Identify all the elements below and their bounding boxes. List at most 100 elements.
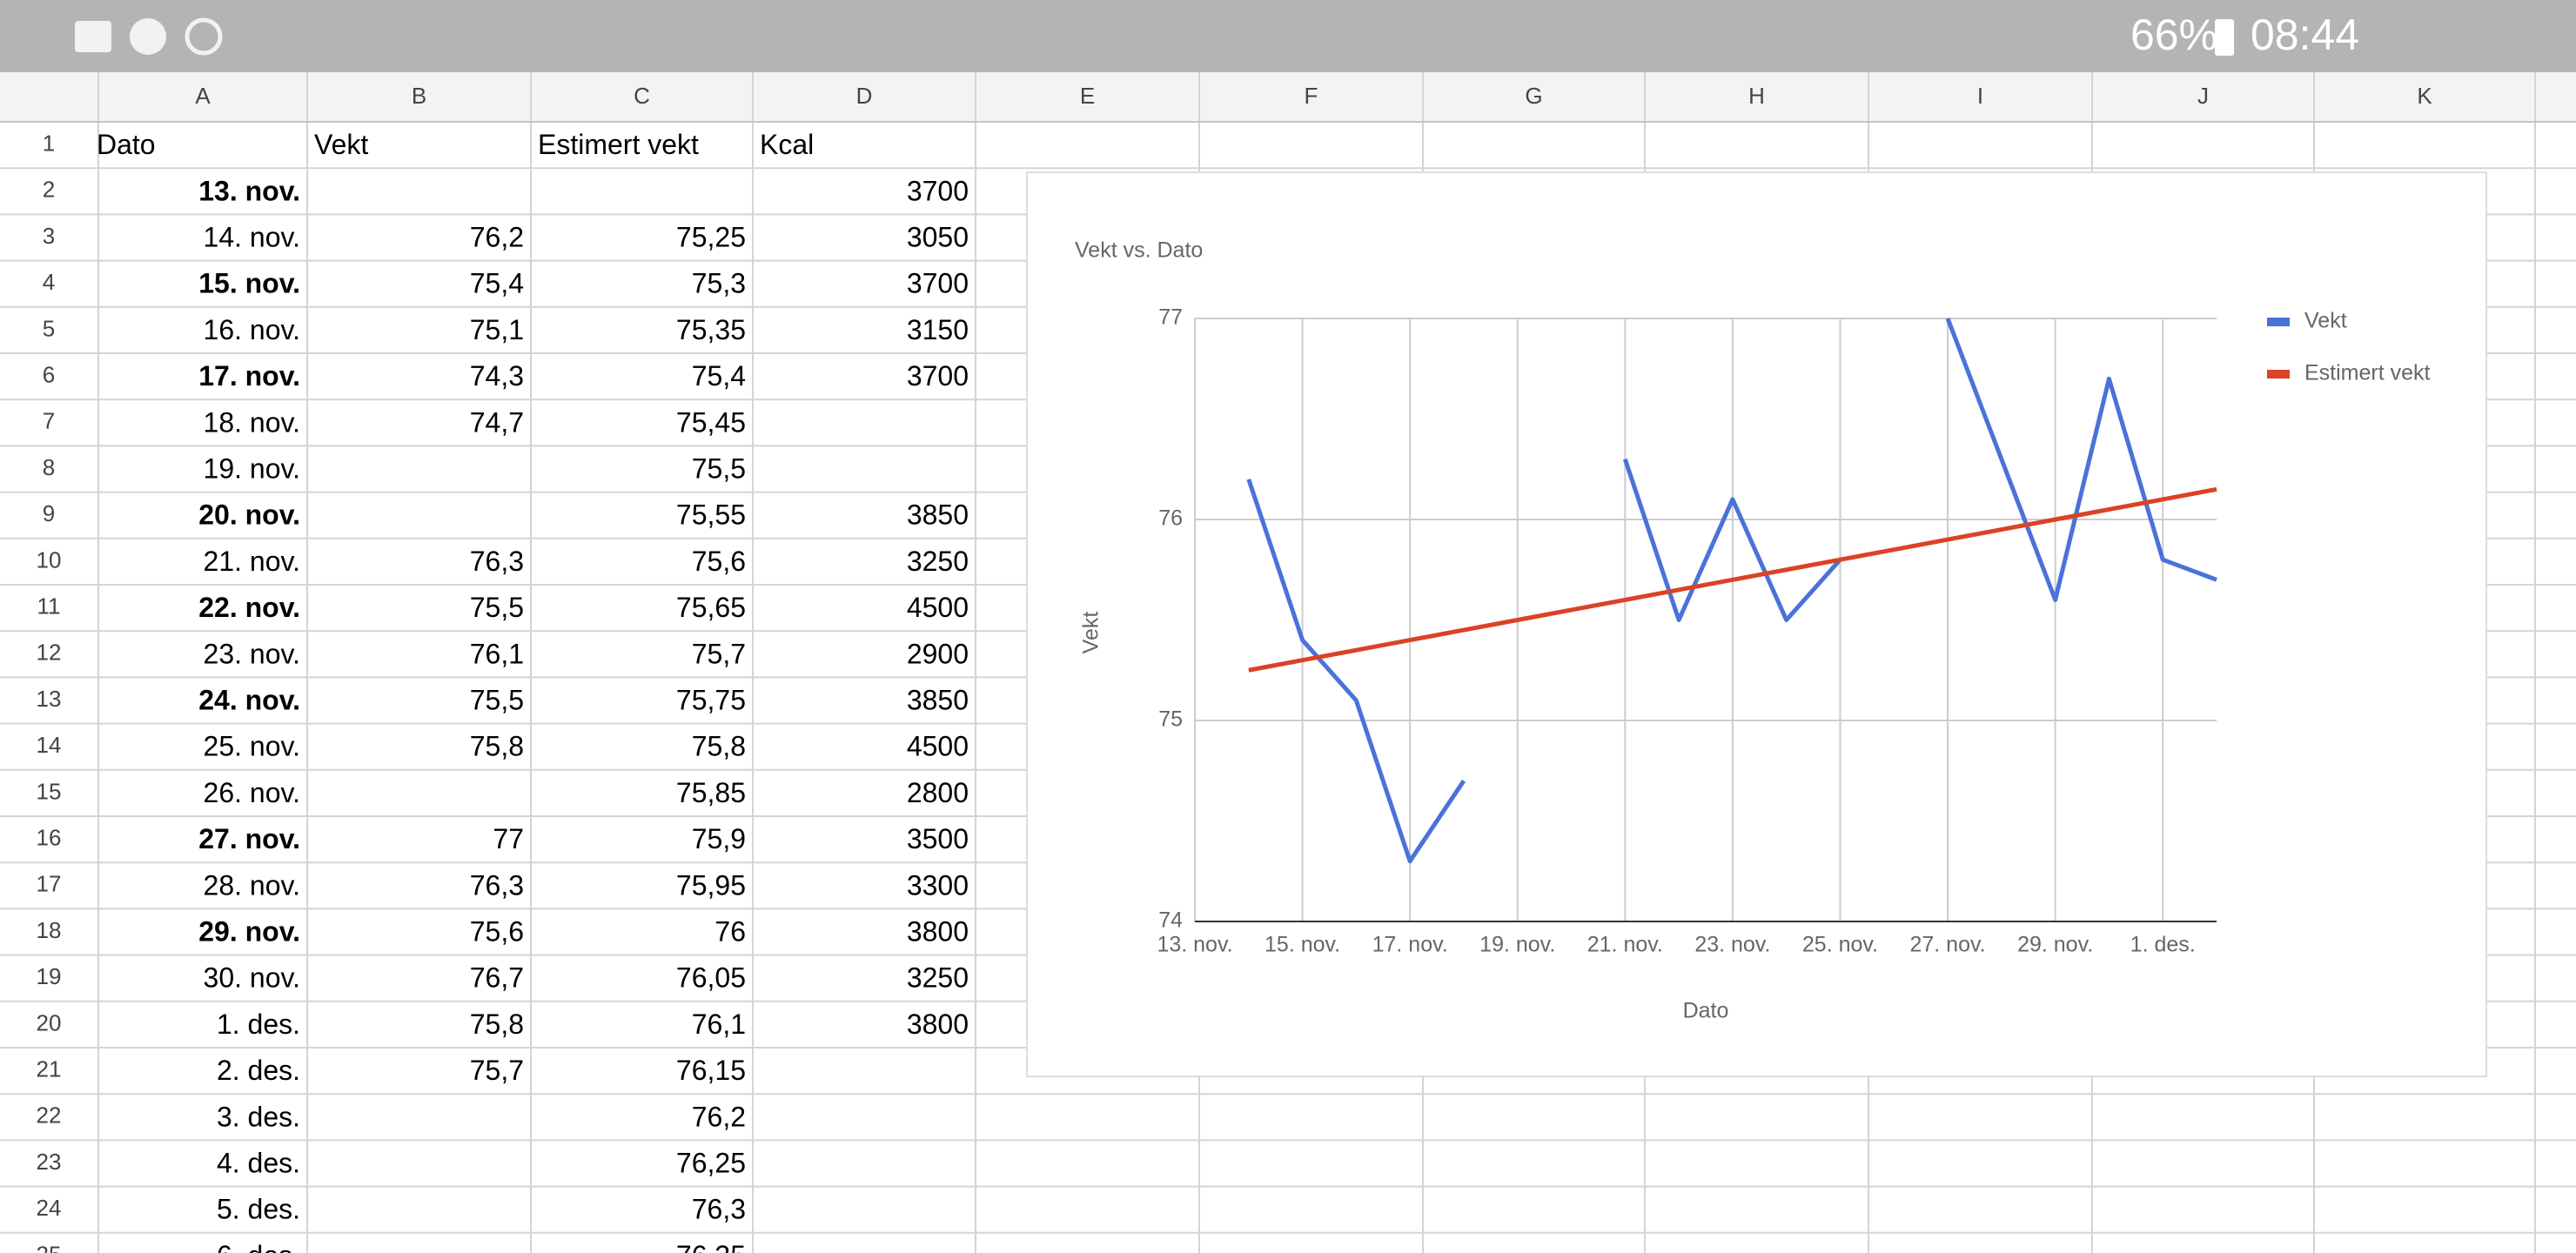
row-header: 17 [37, 871, 62, 897]
cell: 3850 [907, 684, 969, 715]
row-header: 6 [43, 361, 55, 387]
cell: 3250 [907, 546, 969, 577]
cell: 76,3 [470, 869, 524, 901]
battery-level: 66% [2130, 10, 2217, 59]
cell: 3250 [907, 962, 969, 994]
cell: 3850 [907, 499, 969, 531]
cell: 75,55 [676, 499, 746, 531]
row-header: 5 [43, 315, 55, 341]
row-header: 23 [37, 1149, 62, 1175]
column-header: C [634, 83, 650, 109]
cell: 75,5 [470, 684, 524, 715]
y-tick-label: 76 [1158, 506, 1183, 531]
cell: 3300 [907, 869, 969, 901]
gallery-icon [75, 21, 111, 52]
cell: 76,2 [470, 221, 524, 252]
x-tick-label: 25. nov. [1802, 933, 1878, 957]
cell: 75,8 [692, 731, 746, 762]
cell: 24. nov. [198, 684, 300, 715]
chart-box [1026, 171, 2487, 1077]
row-header: 4 [43, 269, 55, 295]
cell: 22. nov. [198, 592, 300, 623]
cell: 75,6 [692, 546, 746, 577]
cell: 75,35 [676, 314, 746, 345]
column-header: K [2417, 83, 2432, 109]
cell: 2800 [907, 777, 969, 808]
y-tick-label: 75 [1158, 707, 1183, 732]
x-tick-label: 19. nov. [1479, 933, 1555, 957]
row-header: 16 [37, 824, 62, 850]
cell: 14. nov. [204, 221, 300, 252]
row-header: 15 [37, 778, 62, 804]
cell: Kcal [760, 129, 814, 160]
cell: 3050 [907, 221, 969, 252]
cell: 3500 [907, 823, 969, 854]
chart-title: Vekt vs. Dato [1075, 238, 1203, 263]
cell: 29. nov. [198, 915, 300, 947]
cell: 75,45 [676, 406, 746, 438]
row-header: 13 [37, 686, 62, 712]
row-header: 18 [37, 917, 62, 943]
cell: 23. nov. [204, 638, 300, 669]
row-header: 3 [43, 223, 55, 249]
cell: 75,4 [470, 268, 524, 299]
cell: 75,75 [676, 684, 746, 715]
row-header: 19 [37, 963, 62, 989]
row-header: 11 [37, 593, 61, 619]
x-tick-label: 1. des. [2130, 933, 2196, 957]
y-tick-label: 77 [1158, 305, 1183, 330]
column-header: J [2197, 83, 2209, 109]
series-line [1246, 318, 2217, 864]
cell: 1. des. [217, 1008, 300, 1040]
cell: 18. nov. [204, 406, 300, 438]
cell: 76 [714, 915, 746, 947]
cell: 75,7 [692, 638, 746, 669]
cell: Dato [97, 129, 156, 160]
cell: 76,05 [676, 962, 746, 994]
column-header: I [1977, 83, 1983, 109]
cell: 75,95 [676, 869, 746, 901]
legend-swatch [2267, 318, 2290, 326]
cell: 19. nov. [204, 452, 300, 484]
cell: 76,7 [470, 962, 524, 994]
cell: 6. des. [217, 1240, 300, 1253]
row-header: 21 [37, 1055, 62, 1082]
cell: 75,9 [692, 823, 746, 854]
row-header: 1 [43, 130, 55, 156]
cell: 75,8 [470, 1008, 524, 1040]
cell: 75,8 [470, 731, 524, 762]
cell: 75,85 [676, 777, 746, 808]
row-header: 10 [37, 546, 62, 573]
y-axis-title: Vekt [1079, 612, 1104, 654]
row-header: 20 [37, 1009, 62, 1035]
cell: 3700 [907, 175, 969, 206]
cell: 3. des. [217, 1101, 300, 1132]
cell: 30. nov. [204, 962, 300, 994]
row-header: 8 [43, 454, 55, 480]
column-header: E [1080, 83, 1095, 109]
cell: 76,3 [692, 1194, 746, 1225]
x-axis-title: Dato [1683, 999, 1729, 1023]
column-header: F [1305, 83, 1318, 109]
legend-swatch [2267, 370, 2290, 379]
cell: 77 [493, 823, 524, 854]
row-header: 7 [43, 408, 55, 434]
row-header: 12 [37, 640, 62, 666]
cell: 2. des. [217, 1055, 300, 1086]
cell: 75,6 [470, 915, 524, 947]
cell: 75,4 [692, 360, 746, 392]
cell: Vekt [314, 129, 368, 160]
cell: 3700 [907, 268, 969, 299]
cell: 76,2 [692, 1101, 746, 1132]
row-header: 25 [37, 1241, 62, 1253]
messenger-icon [130, 18, 166, 55]
x-tick-label: 17. nov. [1372, 933, 1448, 957]
row-header: 14 [37, 732, 62, 758]
cell: 4. des. [217, 1147, 300, 1178]
cell: 74,7 [470, 406, 524, 438]
cell: 20. nov. [198, 499, 300, 531]
cell: 3800 [907, 915, 969, 947]
cell: 13. nov. [198, 175, 300, 206]
row-header: 22 [37, 1102, 62, 1129]
